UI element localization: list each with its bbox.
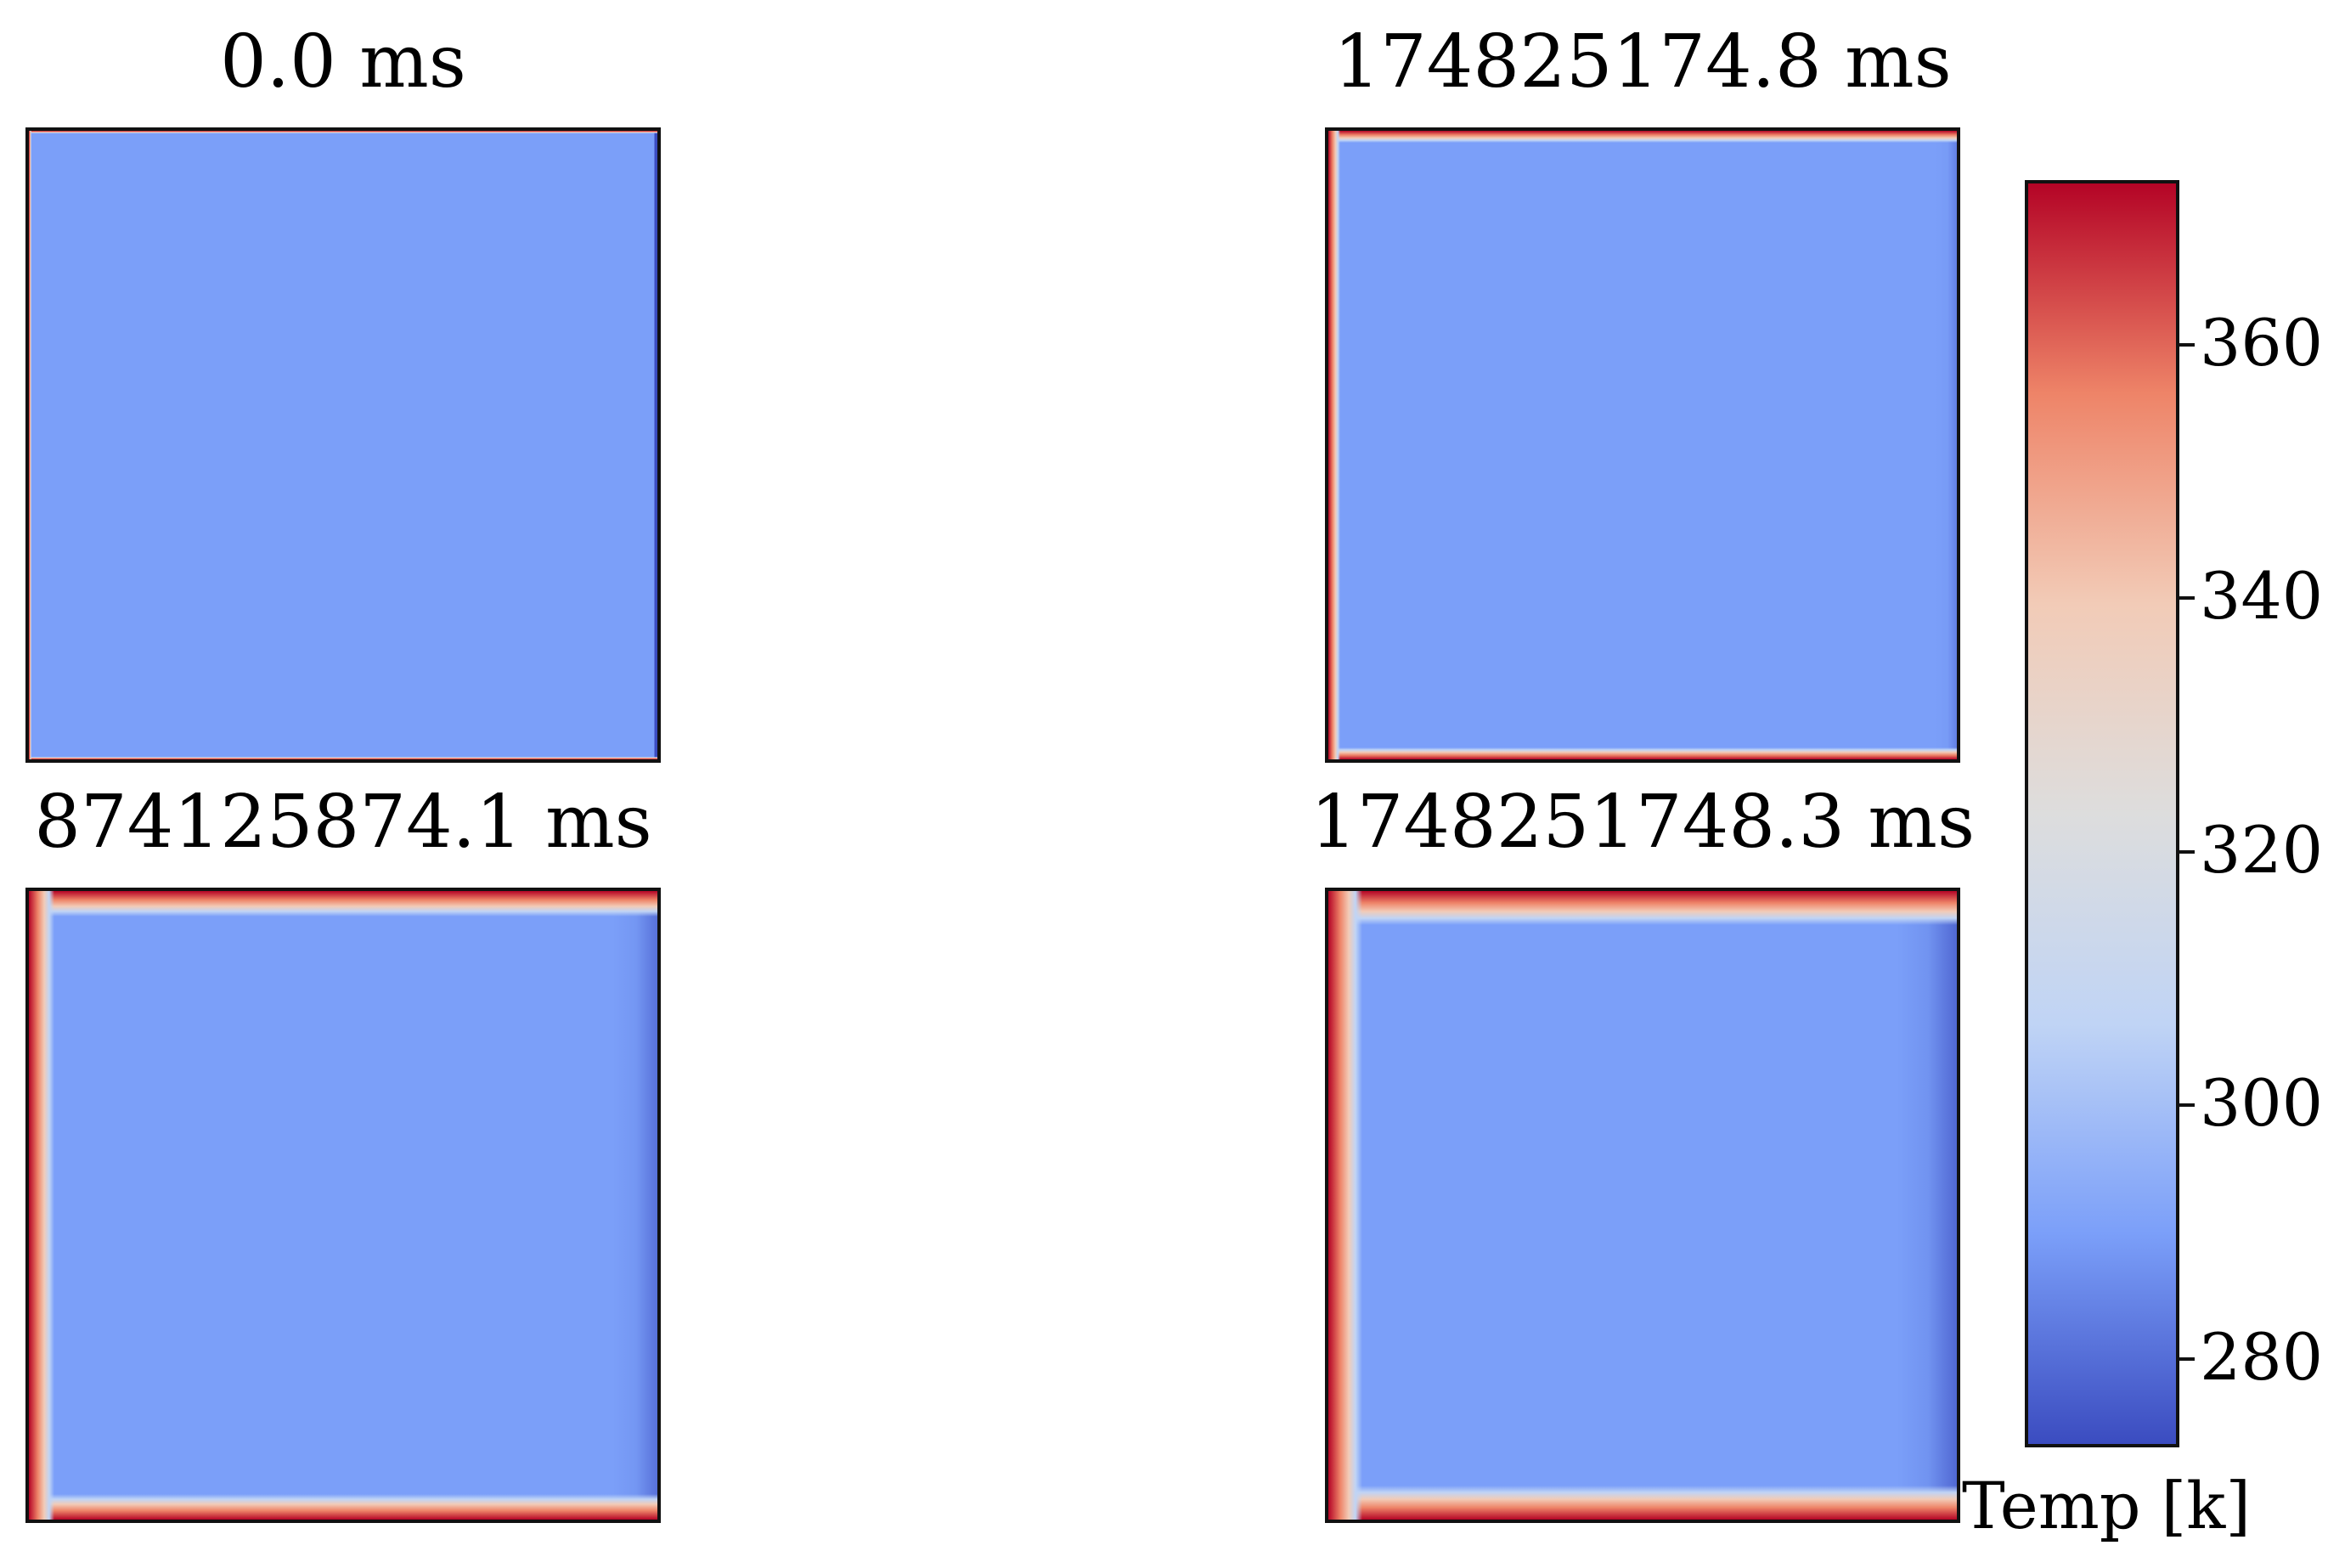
colorbar-tick-label: 300 — [2200, 1065, 2324, 1142]
colorbar-tick-mark — [2179, 596, 2195, 601]
left-hot-edge — [29, 131, 657, 759]
left-hot-edge — [1328, 891, 1957, 1520]
colorbar-tick-label: 340 — [2200, 558, 2324, 635]
panel-title-2: 174825174.8 ms — [1333, 20, 1952, 104]
colorbar-tick-mark — [2179, 342, 2195, 347]
panel-title-1: 0.0 ms — [220, 20, 466, 104]
panel-title-4: 1748251748.3 ms — [1310, 780, 1976, 865]
colorbar-tick-mark — [2179, 1103, 2195, 1108]
panel-title-3: 874125874.1 ms — [34, 780, 652, 865]
left-hot-edge — [29, 891, 657, 1520]
colorbar-tick-mark — [2179, 849, 2195, 854]
colorbar-title: Temp [k] — [1962, 1468, 2251, 1543]
colorbar-tick-label: 320 — [2200, 811, 2324, 888]
colorbar — [2025, 180, 2179, 1447]
left-hot-edge — [1328, 131, 1957, 759]
heatmap-panel-1 — [25, 127, 661, 763]
colorbar-tick-mark — [2179, 1356, 2195, 1361]
heatmap-panel-3 — [25, 888, 661, 1523]
colorbar-tick-label: 360 — [2200, 304, 2324, 381]
heatmap-panel-2 — [1325, 127, 1960, 763]
colorbar-tick-label: 280 — [2200, 1318, 2324, 1395]
heatmap-panel-4 — [1325, 888, 1960, 1523]
